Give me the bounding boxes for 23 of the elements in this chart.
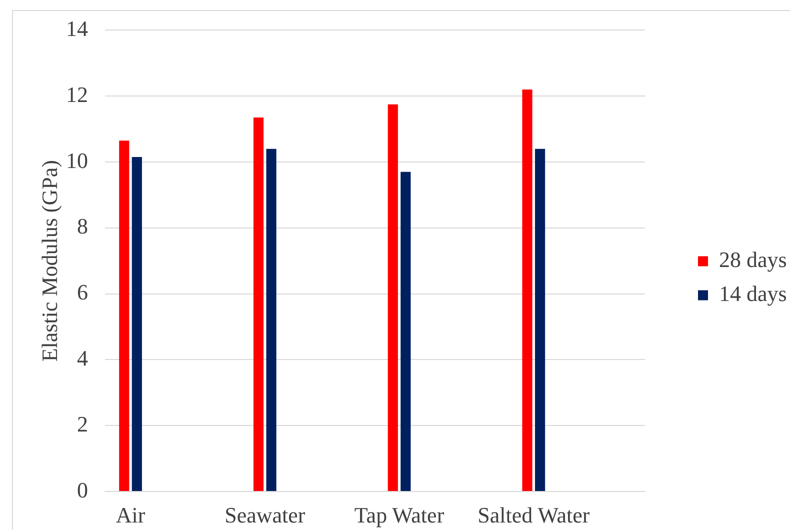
x-tick-label: Seawater	[224, 502, 306, 528]
x-tick-label: Salted Water	[478, 502, 590, 528]
bar	[119, 140, 130, 491]
y-tick-label: 2	[77, 411, 88, 436]
legend-label: 28 days	[719, 247, 787, 272]
bar	[388, 104, 398, 491]
bar	[266, 148, 276, 491]
bar	[522, 90, 532, 491]
y-axis-title: Elastic Modulus (GPa)	[36, 160, 62, 362]
y-tick-label: 8	[77, 214, 88, 239]
y-tick-label: 4	[77, 345, 88, 370]
bar	[132, 157, 142, 491]
y-tick-label: 0	[77, 477, 88, 502]
bar	[400, 172, 411, 491]
bar	[534, 148, 546, 491]
y-tick-label: 14	[66, 16, 88, 41]
legend-label: 14 days	[719, 281, 787, 306]
y-tick-label: 12	[66, 82, 88, 107]
y-tick-label: 6	[77, 280, 88, 305]
x-tick-label: Air	[116, 502, 146, 528]
bar	[253, 118, 264, 491]
y-tick-label: 10	[66, 148, 88, 173]
x-tick-label: Tap Water	[354, 502, 445, 528]
